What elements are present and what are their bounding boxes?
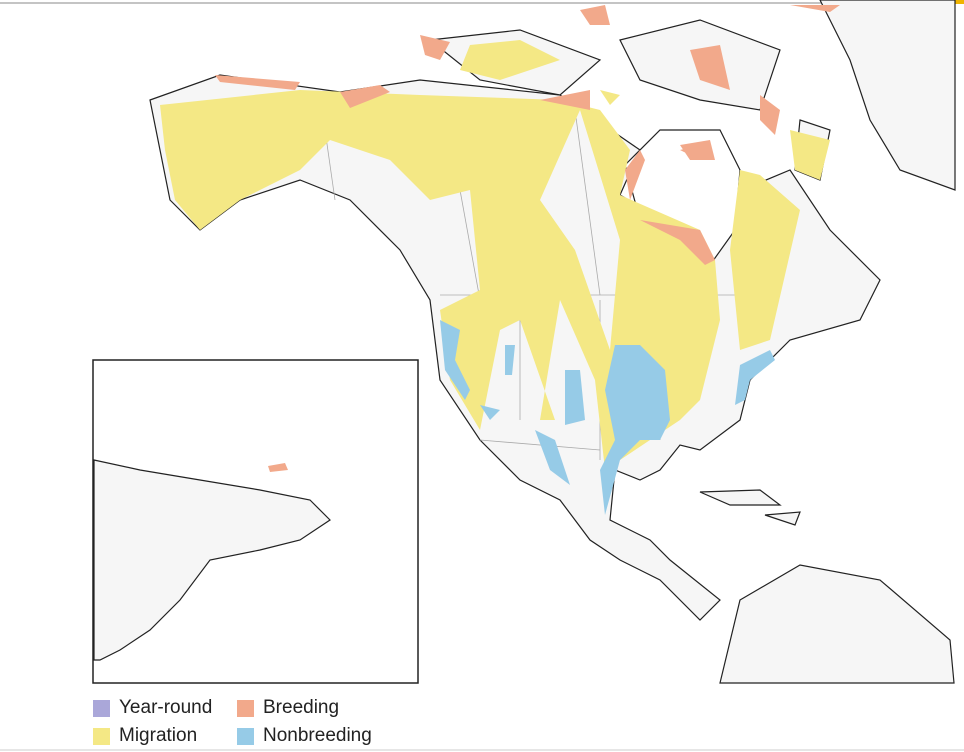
legend-label: Nonbreeding bbox=[263, 725, 372, 746]
legend-item: Nonbreeding bbox=[237, 725, 397, 747]
legend-swatch bbox=[93, 699, 110, 717]
south-america bbox=[719, 564, 955, 684]
nonbreeding-area bbox=[440, 320, 775, 515]
legend-label: Migration bbox=[119, 725, 198, 746]
inset-breeding bbox=[268, 463, 288, 472]
legend-swatch bbox=[237, 727, 254, 745]
legend-item: Year-round bbox=[93, 697, 237, 719]
migration-area-2 bbox=[460, 40, 620, 105]
inset-alaska bbox=[93, 459, 331, 661]
greenland bbox=[819, 0, 956, 191]
legend-label: Year-round bbox=[119, 697, 213, 718]
legend-item: Breeding bbox=[237, 697, 397, 719]
legend-swatch bbox=[237, 699, 254, 717]
legend-label: Breeding bbox=[263, 697, 340, 718]
caribbean bbox=[699, 489, 801, 526]
legend: Year-round Breeding Migration Nonbreeding bbox=[93, 697, 397, 747]
legend-swatch bbox=[93, 727, 110, 745]
legend-item: Migration bbox=[93, 725, 237, 747]
